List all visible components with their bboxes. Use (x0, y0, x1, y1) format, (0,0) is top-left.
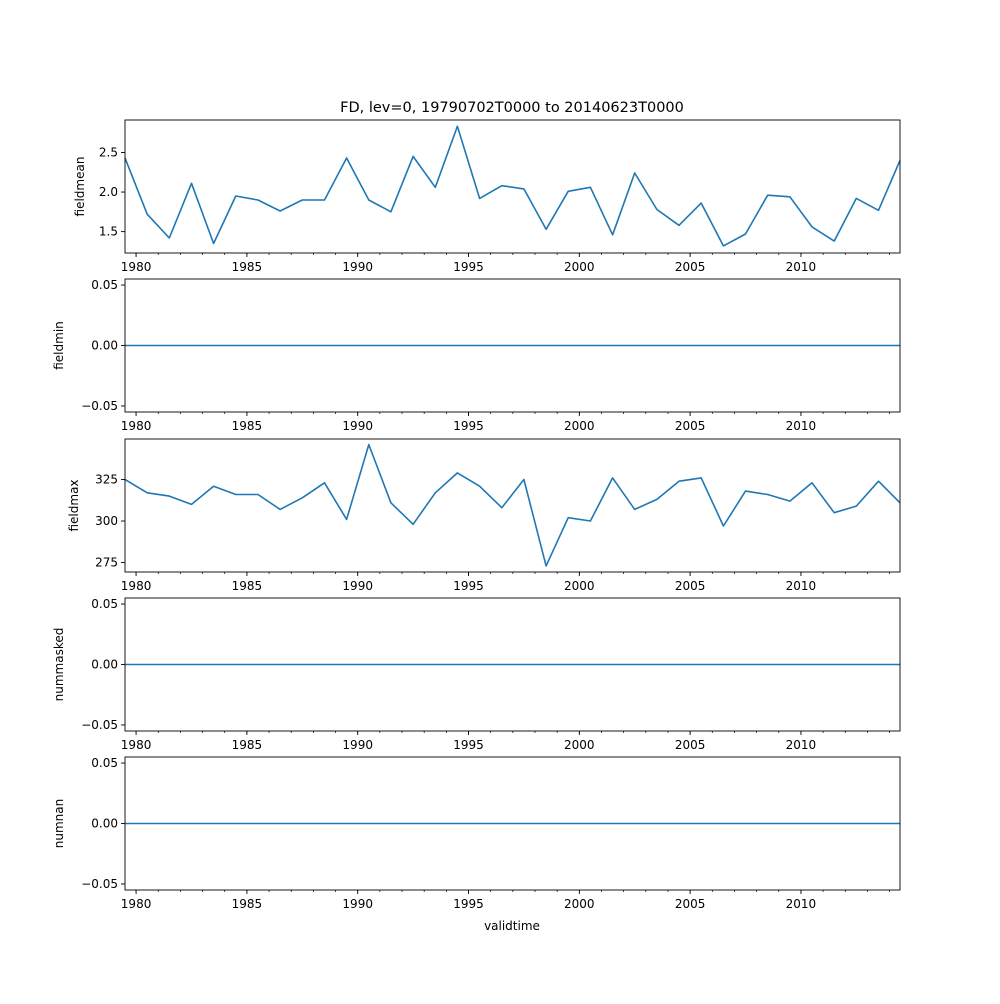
x-tick-label: 2010 (786, 419, 817, 433)
x-tick-label: 1980 (121, 260, 152, 274)
y-tick-label: 0.05 (91, 756, 118, 770)
x-tick-label: 1995 (453, 738, 484, 752)
series-line-fieldmax (124, 443, 901, 567)
x-tick-label: 1985 (232, 419, 263, 433)
x-tick-label: 2000 (564, 419, 595, 433)
y-tick-label: −0.05 (81, 718, 118, 732)
x-tick-label: 2005 (675, 738, 706, 752)
y-tick-label: −0.05 (81, 877, 118, 891)
x-tick-label: 2005 (675, 897, 706, 911)
axes-frame (124, 438, 901, 573)
x-tick-label: 2000 (564, 897, 595, 911)
x-tick-label: 2010 (786, 897, 817, 911)
panel-fieldmean: 1.5 2.0 2.5 fieldmean 1980 1985 1990 1995 2000 20… (73, 119, 901, 274)
y-axis-label: fieldmax (67, 479, 81, 531)
y-axis-label: numnan (52, 799, 66, 848)
y-axis-label: fieldmin (52, 321, 66, 370)
y-tick-label: 300 (95, 514, 118, 528)
series-line-fieldmean (124, 125, 901, 247)
x-tick-label: 1995 (453, 897, 484, 911)
x-tick-label: 1990 (342, 419, 373, 433)
x-tick-label: 2000 (564, 738, 595, 752)
panel-fieldmin: −0.05 0.00 0.05 fieldmin 1980 1985 1990 1995 200… (52, 278, 901, 433)
y-axis-label: fieldmean (73, 157, 87, 217)
x-tick-label: 1990 (342, 260, 373, 274)
y-tick-label: 2.0 (99, 185, 118, 199)
x-tick-label: 1980 (121, 897, 152, 911)
panel-nummasked: −0.05 0.00 0.05 nummasked 1980 1985 1990 1995 20… (52, 597, 901, 752)
x-tick-label: 2005 (675, 260, 706, 274)
panel-fieldmax: 275 300 325 fieldmax 1980 1985 1990 1995 2000 200… (67, 438, 901, 593)
x-tick-label: 2005 (675, 419, 706, 433)
x-tick-label: 1985 (232, 738, 263, 752)
x-tick-label: 1990 (342, 738, 373, 752)
y-tick-label: 325 (95, 473, 118, 487)
x-tick-label: 1985 (232, 260, 263, 274)
x-tick-label: 2005 (675, 579, 706, 593)
x-tick-label: 1980 (121, 419, 152, 433)
x-tick-label: 1995 (453, 579, 484, 593)
x-tick-label: 1985 (232, 579, 263, 593)
y-tick-label: 2.5 (99, 145, 118, 159)
x-tick-label: 1995 (453, 419, 484, 433)
x-tick-label: 2000 (564, 579, 595, 593)
x-axis-label: validtime (484, 919, 540, 933)
x-tick-label: 2000 (564, 260, 595, 274)
x-tick-label: 2010 (786, 579, 817, 593)
x-tick-label: 2010 (786, 738, 817, 752)
chart-title: FD, lev=0, 19790702T0000 to 20140623T000… (340, 100, 684, 116)
y-tick-label: −0.05 (81, 399, 118, 413)
x-tick-label: 1985 (232, 897, 263, 911)
y-tick-label: 275 (95, 556, 118, 570)
y-tick-label: 0.00 (91, 339, 118, 353)
x-tick-label: 1995 (453, 260, 484, 274)
panel-numnan: −0.05 0.00 0.05 numnan 1980 1985 1990 1995 2000 2… (52, 756, 901, 911)
y-tick-label: 0.05 (91, 278, 118, 292)
x-tick-label: 1980 (121, 738, 152, 752)
y-axis-label: nummasked (52, 628, 66, 702)
x-tick-label: 1990 (342, 897, 373, 911)
y-tick-label: 0.05 (91, 597, 118, 611)
y-tick-label: 1.5 (99, 225, 118, 239)
x-tick-label: 1980 (121, 579, 152, 593)
y-tick-label: 0.00 (91, 658, 118, 672)
y-tick-label: 0.00 (91, 817, 118, 831)
x-tick-label: 2010 (786, 260, 817, 274)
x-tick-label: 1990 (342, 579, 373, 593)
